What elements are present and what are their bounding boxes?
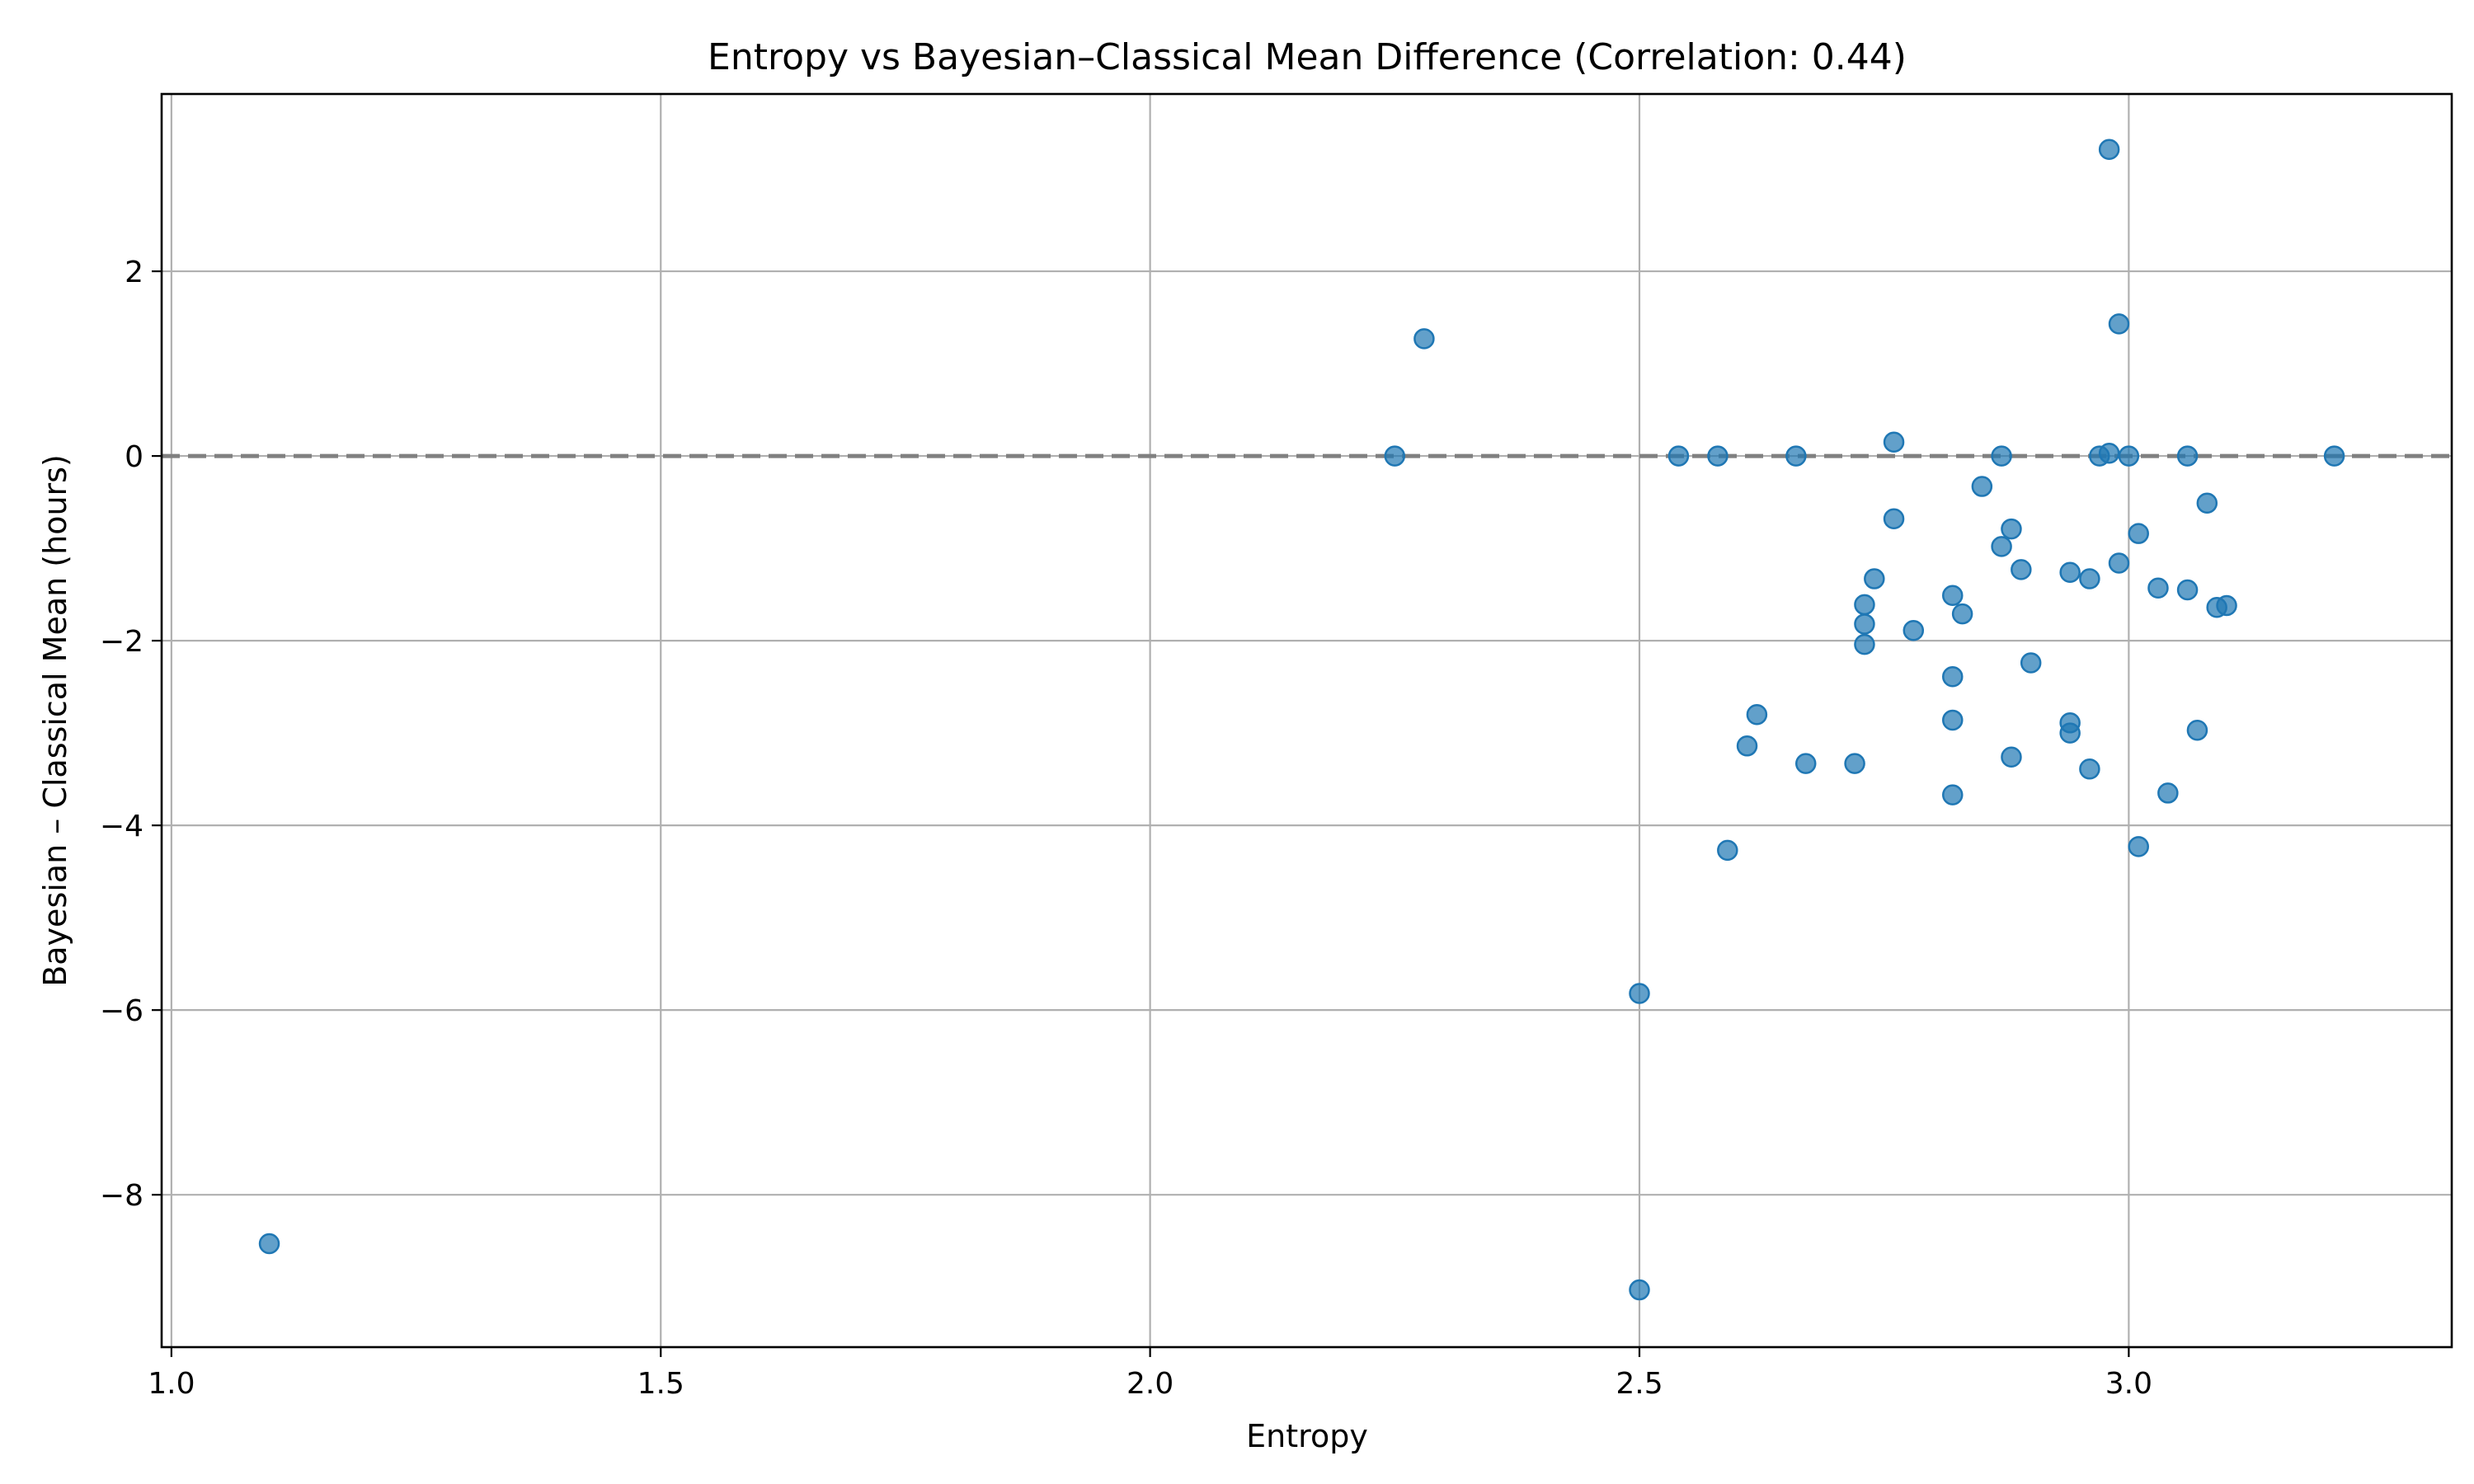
data-point <box>1864 568 1885 589</box>
data-point <box>2147 577 2169 599</box>
data-point <box>2128 523 2149 544</box>
data-point <box>2176 445 2199 467</box>
data-point <box>1991 445 2012 467</box>
data-point <box>1854 594 1875 616</box>
data-point <box>2323 445 2345 467</box>
data-point <box>1717 839 1738 862</box>
data-point <box>1854 633 1875 655</box>
data-point <box>1942 784 1964 805</box>
x-tick-label: 1.5 <box>637 1367 684 1401</box>
data-point <box>2098 139 2120 160</box>
x-tick-label: 2.5 <box>1616 1367 1663 1401</box>
data-point <box>2001 746 2022 768</box>
x-axis-label: Entropy <box>1246 1418 1368 1454</box>
grid-lines <box>162 94 2452 1347</box>
data-point <box>2157 782 2179 804</box>
data-point <box>2108 552 2130 574</box>
data-point <box>2216 594 2237 617</box>
y-axis-label: Bayesian – Classical Mean (hours) <box>37 454 73 987</box>
data-point <box>1854 613 1875 635</box>
data-point <box>1629 983 1650 1004</box>
data-point <box>2098 442 2120 464</box>
plot-frame <box>160 92 2453 1349</box>
data-point <box>2001 518 2022 540</box>
data-point <box>2108 313 2130 335</box>
data-point <box>2176 579 2199 601</box>
data-point <box>1629 1279 1650 1301</box>
data-point <box>2128 836 2149 857</box>
x-axis-ticks: 1.0 1.5 2.0 2.5 3.0 <box>148 1347 2152 1401</box>
data-point <box>1991 536 2012 557</box>
data-point <box>2059 722 2081 744</box>
chart-title: Entropy vs Bayesian–Classical Mean Diffe… <box>708 36 1907 78</box>
data-point <box>2079 758 2100 780</box>
data-point <box>1883 431 1905 453</box>
data-point <box>2196 492 2218 514</box>
data-point <box>1903 620 1925 641</box>
data-point <box>1794 753 1817 774</box>
y-tick-label: −2 <box>100 625 143 659</box>
data-point <box>2079 568 2100 589</box>
data-point <box>1736 735 1758 757</box>
x-tick-label: 1.0 <box>148 1367 195 1401</box>
data-point <box>1746 703 1768 726</box>
data-point <box>1942 585 1964 606</box>
data-point <box>2118 445 2140 467</box>
data-point <box>2020 652 2042 674</box>
x-tick-label: 3.0 <box>2105 1367 2152 1401</box>
data-point <box>1384 445 1406 467</box>
y-tick-label: −8 <box>100 1179 143 1213</box>
data-point <box>1707 445 1729 467</box>
data-point <box>1951 603 1973 625</box>
data-point <box>1844 753 1865 774</box>
data-point <box>2059 561 2081 583</box>
data-point <box>1883 508 1905 530</box>
data-point <box>1785 445 1807 467</box>
data-point <box>258 1233 280 1255</box>
data-point <box>2186 720 2208 741</box>
y-tick-label: 0 <box>125 440 143 474</box>
data-points <box>258 139 2345 1301</box>
x-tick-label: 2.0 <box>1126 1367 1174 1401</box>
data-point <box>1667 445 1690 467</box>
data-point <box>1413 328 1435 350</box>
data-point <box>1942 666 1964 688</box>
y-tick-label: −6 <box>100 994 143 1028</box>
data-point <box>1971 476 1993 497</box>
data-point <box>2011 559 2032 580</box>
data-point <box>1942 709 1964 731</box>
y-axis-ticks: −8 −6 −4 −2 0 2 <box>100 256 162 1213</box>
y-tick-label: 2 <box>125 256 143 289</box>
y-tick-label: −4 <box>100 810 143 843</box>
